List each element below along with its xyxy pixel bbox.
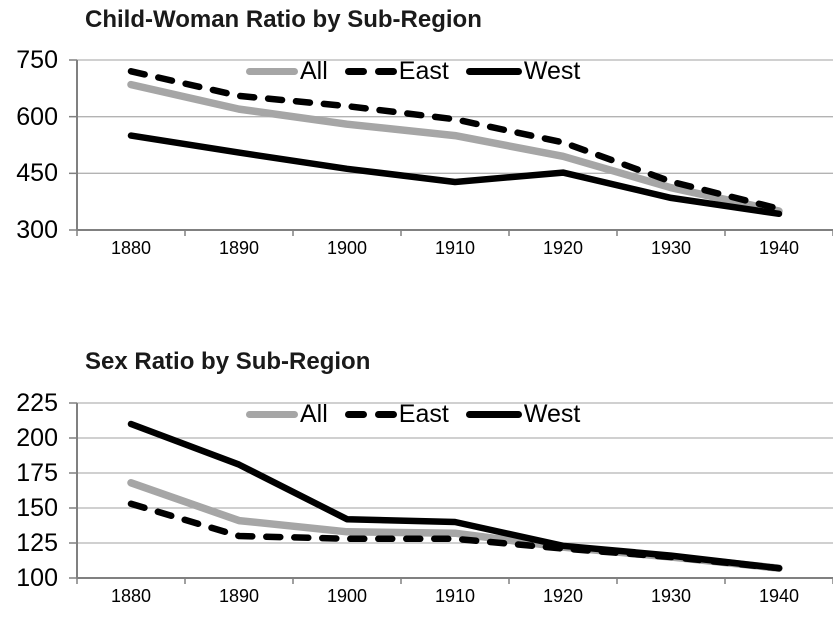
x-tick-label: 1940 <box>758 586 800 606</box>
legend-label-west: West <box>523 57 581 85</box>
legend-item-east: East <box>344 57 449 85</box>
east-line-sample-icon <box>344 67 397 75</box>
legend-item-west: West <box>465 400 581 428</box>
y-tick-label: 750 <box>16 46 58 74</box>
legend-label-east: East <box>398 57 449 85</box>
legend-label-east: East <box>398 400 449 428</box>
x-tick-label: 1900 <box>326 586 368 606</box>
y-tick-label: 450 <box>16 159 58 188</box>
legend-label-all: All <box>300 400 328 428</box>
y-tick-label: 200 <box>16 424 58 452</box>
legend-bottom-chart: All East West <box>246 401 580 427</box>
legend-item-east: East <box>344 400 449 428</box>
x-tick-label: 1920 <box>542 586 584 606</box>
x-tick-label: 1910 <box>434 586 476 606</box>
legend-label-west: West <box>523 400 581 428</box>
series-line-all <box>127 80 783 215</box>
y-tick-label: 125 <box>16 529 58 557</box>
series-line-west <box>127 132 783 218</box>
x-tick-label: 1890 <box>218 586 260 606</box>
x-tick-label: 1880 <box>110 586 152 606</box>
y-tick-label: 100 <box>16 564 58 592</box>
y-tick-label: 225 <box>16 389 58 417</box>
west-line-sample-icon <box>465 67 522 75</box>
x-tick-label: 1930 <box>650 238 692 258</box>
x-tick-label: 1890 <box>218 238 260 258</box>
legend-item-all: All <box>246 401 328 427</box>
all-line-sample-icon <box>246 410 298 418</box>
x-tick-label: 1920 <box>542 238 584 258</box>
west-line-sample-icon <box>465 410 522 418</box>
x-tick-label: 1900 <box>326 238 368 258</box>
series-line-west <box>127 420 783 572</box>
east-line-sample-icon <box>344 410 397 418</box>
y-tick-label: 175 <box>16 459 58 487</box>
legend-item-west: West <box>465 57 581 85</box>
chart-title-sex-ratio: Sex Ratio by Sub-Region <box>85 348 371 375</box>
x-tick-label: 1880 <box>110 238 152 258</box>
x-tick-label: 1930 <box>650 586 692 606</box>
y-tick-label: 150 <box>16 494 58 522</box>
x-tick-label: 1940 <box>758 238 800 258</box>
y-tick-label: 600 <box>16 102 58 131</box>
legend-item-all: All <box>246 58 328 84</box>
legend-top-chart: All East West <box>246 58 580 84</box>
y-tick-label: 300 <box>16 216 58 244</box>
series-line-east <box>127 68 783 213</box>
all-line-sample-icon <box>246 67 298 75</box>
chart-title-child-woman-ratio: Child-Woman Ratio by Sub-Region <box>85 6 482 33</box>
x-tick-label: 1910 <box>434 238 476 258</box>
legend-label-all: All <box>300 57 328 85</box>
